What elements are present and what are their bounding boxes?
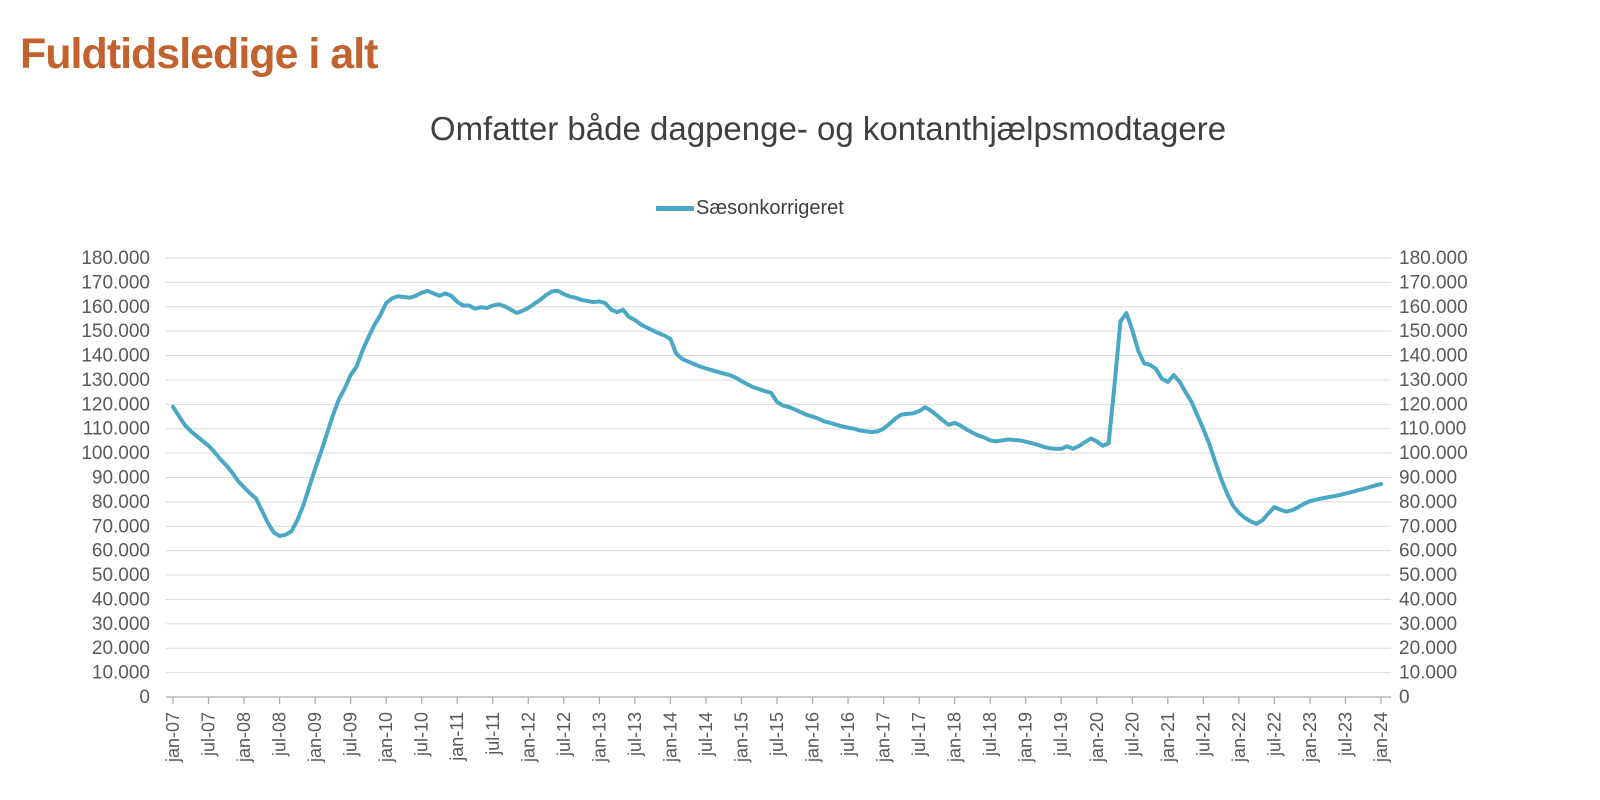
y-axis-label-right: 10.000 — [1399, 663, 1457, 684]
x-axis-label: jan-13 — [589, 712, 609, 763]
x-axis-label: jul-20 — [1122, 712, 1142, 757]
x-axis-label: jan-09 — [305, 712, 325, 763]
y-axis-label-left: 140.000 — [81, 346, 150, 367]
y-axis-label-left: 160.000 — [81, 297, 150, 318]
legend-label: Sæsonkorrigeret — [696, 197, 844, 219]
y-axis-label-right: 160.000 — [1399, 297, 1468, 318]
y-axis-label-right: 120.000 — [1399, 394, 1468, 415]
x-axis-label: jan-12 — [518, 712, 538, 763]
x-axis-label: jan-24 — [1371, 712, 1391, 763]
x-axis-label: jul-21 — [1193, 712, 1213, 757]
y-axis-label-right: 20.000 — [1399, 638, 1457, 659]
x-axis-label: jul-07 — [199, 712, 219, 757]
y-axis-label-right: 40.000 — [1399, 589, 1457, 610]
y-axis-label-left: 170.000 — [81, 272, 150, 293]
x-axis-label: jan-10 — [376, 712, 396, 763]
x-axis-label: jul-12 — [554, 712, 574, 757]
y-axis-label-left: 110.000 — [83, 419, 150, 440]
x-axis-label: jan-21 — [1158, 712, 1178, 763]
y-axis-label-right: 100.000 — [1399, 443, 1468, 464]
y-axis-label-left: 120.000 — [81, 394, 150, 415]
y-axis-label-right: 80.000 — [1399, 492, 1457, 513]
x-axis-label: jan-19 — [1016, 712, 1036, 763]
y-axis-label-right: 50.000 — [1399, 565, 1457, 586]
y-axis-label-left: 60.000 — [92, 541, 150, 562]
y-axis-label-left: 40.000 — [92, 589, 150, 610]
y-axis-label-left: 70.000 — [92, 516, 150, 537]
x-axis-label: jan-20 — [1087, 712, 1107, 763]
y-axis-label-right: 70.000 — [1399, 516, 1457, 537]
y-axis-label-right: 110.000 — [1399, 419, 1466, 440]
y-axis-label-left: 180.000 — [81, 248, 150, 269]
x-axis-label: jul-15 — [767, 712, 787, 757]
y-axis-label-left: 90.000 — [92, 468, 150, 489]
x-axis-label: jul-10 — [412, 712, 432, 757]
y-axis-label-left: 30.000 — [92, 614, 150, 635]
x-axis-label: jan-16 — [803, 712, 823, 763]
x-axis-label: jul-13 — [625, 712, 645, 757]
y-axis-label-right: 170.000 — [1399, 272, 1468, 293]
x-axis-label: jan-11 — [447, 712, 467, 762]
x-axis-label: jul-22 — [1264, 712, 1284, 757]
x-axis-label: jul-17 — [909, 712, 929, 757]
y-axis-label-right: 180.000 — [1399, 248, 1468, 269]
x-axis-label: jul-18 — [980, 712, 1000, 757]
x-axis-label: jan-18 — [945, 712, 965, 763]
y-axis-label-left: 150.000 — [81, 321, 150, 342]
x-axis-label: jan-07 — [163, 712, 183, 763]
y-axis-label-right: 60.000 — [1399, 541, 1457, 562]
x-axis-label: jul-23 — [1335, 712, 1355, 757]
y-axis-label-left: 100.000 — [81, 443, 150, 464]
chart-title: Omfatter både dagpenge- og kontanthjælps… — [429, 110, 1227, 147]
legend-line-marker — [656, 206, 694, 211]
x-axis-label: jul-14 — [696, 712, 716, 757]
x-axis-label: jan-08 — [234, 712, 254, 763]
x-axis-label: jan-23 — [1300, 712, 1320, 763]
y-axis-label-right: 130.000 — [1399, 370, 1468, 391]
y-axis-label-left: 10.000 — [92, 663, 150, 684]
y-axis-label-left: 20.000 — [92, 638, 150, 659]
x-axis-label: jul-08 — [270, 712, 290, 757]
x-axis-label: jan-14 — [660, 712, 680, 763]
series-line-saesonkorrigeret — [171, 288, 1383, 539]
y-axis-label-left: 80.000 — [92, 492, 150, 513]
x-axis-label: jan-15 — [731, 712, 751, 763]
x-axis-label: jul-11 — [483, 712, 503, 756]
y-axis-label-right: 150.000 — [1399, 321, 1468, 342]
y-axis-label-right: 0 — [1399, 687, 1410, 708]
y-axis-label-left: 50.000 — [92, 565, 150, 586]
x-axis-label: jul-19 — [1051, 712, 1071, 757]
y-axis-label-left: 130.000 — [81, 370, 150, 391]
y-axis-label-right: 90.000 — [1399, 468, 1457, 489]
y-axis-label-right: 140.000 — [1399, 346, 1468, 367]
y-axis-label-left: 0 — [139, 687, 150, 708]
y-axis-label-right: 30.000 — [1399, 614, 1457, 635]
x-axis-label: jul-16 — [838, 712, 858, 757]
page-title: Fuldtidsledige i alt — [20, 30, 378, 78]
chart-legend: Sæsonkorrigeret — [656, 197, 844, 220]
x-axis-label: jul-09 — [341, 712, 361, 757]
x-axis-label: jan-22 — [1229, 712, 1249, 763]
x-axis-label: jan-17 — [874, 712, 894, 763]
